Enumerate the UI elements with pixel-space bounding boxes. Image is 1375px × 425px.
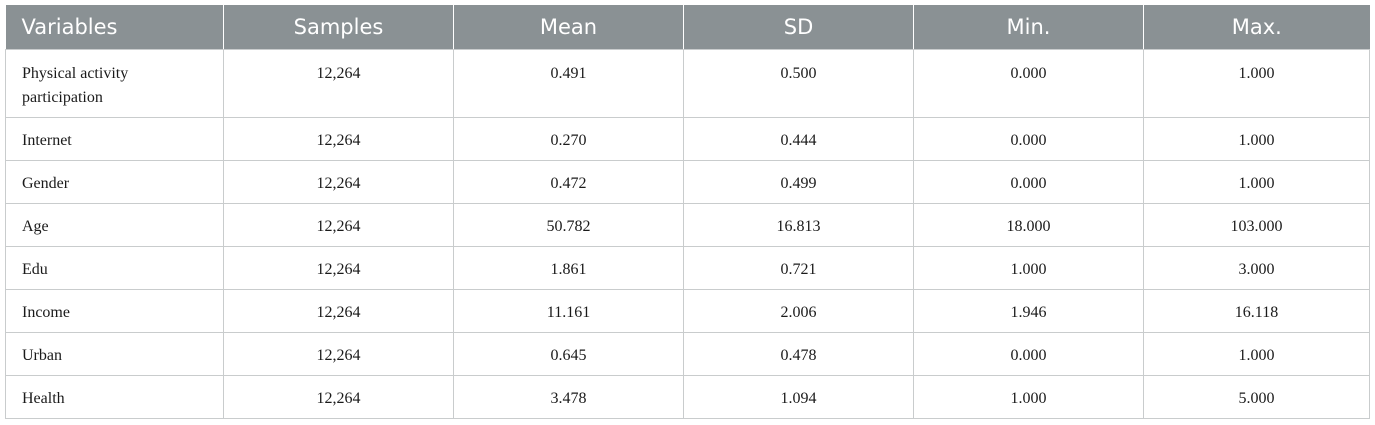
descriptive-statistics-table: Variables Samples Mean SD Min. Max. Phys… bbox=[5, 5, 1370, 419]
cell-variable: Income bbox=[5, 288, 224, 333]
cell-samples: 12,264 bbox=[223, 116, 454, 161]
cell-max: 1.000 bbox=[1143, 48, 1370, 118]
cell-mean: 0.270 bbox=[453, 116, 684, 161]
cell-samples: 12,264 bbox=[223, 48, 454, 118]
table-row: Health 12,264 3.478 1.094 1.000 5.000 bbox=[5, 374, 1370, 419]
cell-variable: Age bbox=[5, 202, 224, 247]
cell-mean: 3.478 bbox=[453, 374, 684, 419]
cell-min: 1.946 bbox=[913, 288, 1144, 333]
header-sd: SD bbox=[683, 5, 914, 50]
header-max: Max. bbox=[1143, 5, 1370, 50]
table-row: Gender 12,264 0.472 0.499 0.000 1.000 bbox=[5, 159, 1370, 204]
cell-sd: 0.444 bbox=[683, 116, 914, 161]
table-row: Physical activity participation 12,264 0… bbox=[5, 48, 1370, 118]
cell-min: 0.000 bbox=[913, 116, 1144, 161]
table-row: Age 12,264 50.782 16.813 18.000 103.000 bbox=[5, 202, 1370, 247]
cell-mean: 0.491 bbox=[453, 48, 684, 118]
cell-sd: 0.499 bbox=[683, 159, 914, 204]
cell-max: 5.000 bbox=[1143, 374, 1370, 419]
table-header: Variables Samples Mean SD Min. Max. bbox=[5, 5, 1370, 50]
header-mean: Mean bbox=[453, 5, 684, 50]
cell-variable: Edu bbox=[5, 245, 224, 290]
table-row: Income 12,264 11.161 2.006 1.946 16.118 bbox=[5, 288, 1370, 333]
cell-mean: 0.472 bbox=[453, 159, 684, 204]
header-min: Min. bbox=[913, 5, 1144, 50]
header-variables: Variables bbox=[5, 5, 224, 50]
cell-samples: 12,264 bbox=[223, 288, 454, 333]
cell-variable: Internet bbox=[5, 116, 224, 161]
cell-sd: 0.721 bbox=[683, 245, 914, 290]
cell-max: 16.118 bbox=[1143, 288, 1370, 333]
cell-samples: 12,264 bbox=[223, 331, 454, 376]
cell-sd: 16.813 bbox=[683, 202, 914, 247]
cell-samples: 12,264 bbox=[223, 159, 454, 204]
cell-sd: 0.500 bbox=[683, 48, 914, 118]
header-samples: Samples bbox=[223, 5, 454, 50]
cell-min: 0.000 bbox=[913, 159, 1144, 204]
cell-min: 1.000 bbox=[913, 374, 1144, 419]
cell-variable: Health bbox=[5, 374, 224, 419]
cell-sd: 1.094 bbox=[683, 374, 914, 419]
cell-sd: 2.006 bbox=[683, 288, 914, 333]
cell-mean: 0.645 bbox=[453, 331, 684, 376]
cell-max: 1.000 bbox=[1143, 331, 1370, 376]
cell-variable: Physical activity participation bbox=[5, 48, 224, 118]
table-row: Internet 12,264 0.270 0.444 0.000 1.000 bbox=[5, 116, 1370, 161]
cell-sd: 0.478 bbox=[683, 331, 914, 376]
cell-min: 0.000 bbox=[913, 48, 1144, 118]
cell-variable: Urban bbox=[5, 331, 224, 376]
descriptive-statistics-table-wrapper: Variables Samples Mean SD Min. Max. Phys… bbox=[5, 5, 1370, 419]
header-row: Variables Samples Mean SD Min. Max. bbox=[5, 5, 1370, 50]
table-row: Edu 12,264 1.861 0.721 1.000 3.000 bbox=[5, 245, 1370, 290]
cell-samples: 12,264 bbox=[223, 202, 454, 247]
cell-max: 3.000 bbox=[1143, 245, 1370, 290]
cell-mean: 1.861 bbox=[453, 245, 684, 290]
table-row: Urban 12,264 0.645 0.478 0.000 1.000 bbox=[5, 331, 1370, 376]
cell-min: 18.000 bbox=[913, 202, 1144, 247]
cell-max: 1.000 bbox=[1143, 116, 1370, 161]
cell-samples: 12,264 bbox=[223, 245, 454, 290]
cell-mean: 11.161 bbox=[453, 288, 684, 333]
table-body: Physical activity participation 12,264 0… bbox=[5, 48, 1370, 419]
cell-variable: Gender bbox=[5, 159, 224, 204]
cell-min: 1.000 bbox=[913, 245, 1144, 290]
cell-samples: 12,264 bbox=[223, 374, 454, 419]
cell-max: 103.000 bbox=[1143, 202, 1370, 247]
cell-min: 0.000 bbox=[913, 331, 1144, 376]
cell-mean: 50.782 bbox=[453, 202, 684, 247]
cell-max: 1.000 bbox=[1143, 159, 1370, 204]
